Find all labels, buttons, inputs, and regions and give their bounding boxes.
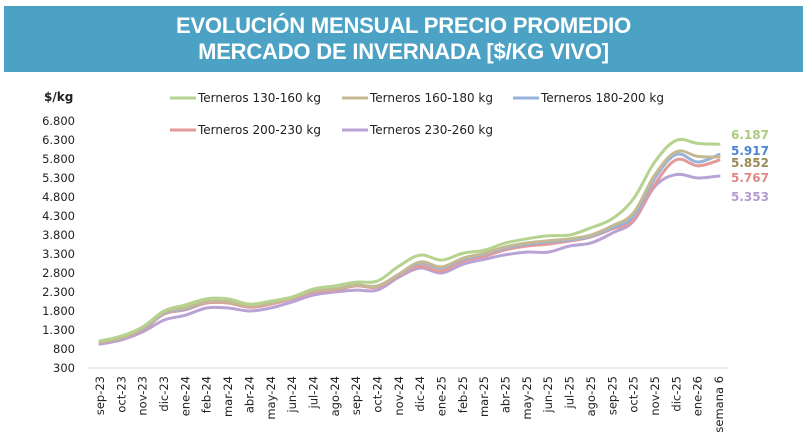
- y-tick-label: 5.300: [42, 171, 75, 185]
- y-tick-label: 5.800: [42, 152, 75, 166]
- x-tick-label: jul-24: [306, 376, 320, 409]
- chart-title-banner: EVOLUCIÓN MENSUAL PRECIO PROMEDIO MERCAD…: [4, 6, 803, 72]
- series-lines: [98, 137, 721, 346]
- legend-label: Terneros 200-230 kg: [197, 123, 321, 137]
- x-tick-label: sep-25: [605, 376, 619, 415]
- y-axis-ticks: 300 800 1.300 1.800 2.300 2.800 3.300 3.800 4.30…: [42, 114, 75, 375]
- x-tick-label: oct-25: [627, 376, 641, 413]
- end-value-label: 5.852: [731, 156, 769, 170]
- x-tick-label: ene-26: [691, 376, 705, 416]
- y-tick-label: 1.800: [42, 304, 75, 318]
- y-tick-label: 800: [53, 342, 75, 356]
- legend-label: Terneros 130-160 kg: [197, 91, 321, 105]
- chart-title-line2: MERCADO DE INVERNADA [$/KG VIVO]: [198, 39, 609, 64]
- x-tick-label: jul-25: [563, 376, 577, 409]
- x-tick-label: ago-24: [328, 376, 342, 416]
- legend: Terneros 130-160 kg Terneros 160-180 kg Te…: [170, 91, 664, 137]
- x-tick-label: nov-25: [648, 376, 662, 416]
- legend-label: Terneros 230-260 kg: [369, 123, 493, 137]
- series-line-130-160: [98, 137, 721, 343]
- y-tick-label: 1.300: [42, 323, 75, 337]
- chart-title-line1: EVOLUCIÓN MENSUAL PRECIO PROMEDIO: [175, 13, 632, 38]
- y-tick-label: 4.800: [42, 190, 75, 204]
- y-tick-label: 2.800: [42, 266, 75, 280]
- x-tick-label: ene-24: [178, 376, 192, 416]
- y-tick-label: 3.800: [42, 228, 75, 242]
- x-tick-label: dic-25: [669, 376, 683, 412]
- x-tick-label: abr-25: [499, 376, 513, 413]
- x-tick-label: jun-24: [285, 376, 299, 414]
- series-line-160-180: [98, 149, 721, 344]
- x-tick-label: sep-24: [349, 376, 363, 415]
- x-tick-label: dic-24: [413, 376, 427, 412]
- legend-label: Terneros 180-200 kg: [540, 91, 664, 105]
- x-tick-label: may-25: [520, 376, 534, 420]
- x-tick-label: ago-25: [584, 376, 598, 416]
- legend-label: Terneros 160-180 kg: [369, 91, 493, 105]
- end-value-label: 5.917: [731, 144, 769, 158]
- x-axis-ticks: sep-23 oct-23 nov-23 dic-23 ene-24 feb-24 mar-…: [93, 376, 726, 433]
- x-tick-label: semana 6: [712, 376, 726, 433]
- y-tick-label: 6.300: [42, 133, 75, 147]
- x-tick-label: sep-23: [93, 376, 107, 415]
- y-tick-label: 6.800: [42, 114, 75, 128]
- x-tick-label: mar-25: [477, 376, 491, 417]
- y-tick-label: 3.300: [42, 247, 75, 261]
- y-axis-unit-label: $/kg: [44, 90, 73, 104]
- end-value-label: 5.353: [731, 190, 769, 204]
- x-tick-label: feb-25: [456, 376, 470, 413]
- y-tick-label: 300: [53, 361, 75, 375]
- end-value-label: 6.187: [731, 128, 769, 142]
- x-tick-label: feb-24: [200, 376, 214, 413]
- y-tick-label: 4.300: [42, 209, 75, 223]
- y-tick-label: 2.300: [42, 285, 75, 299]
- x-tick-label: mar-24: [221, 376, 235, 417]
- x-tick-label: nov-23: [136, 376, 150, 416]
- x-tick-label: jun-25: [541, 376, 555, 414]
- x-tick-label: dic-23: [157, 376, 171, 412]
- x-tick-label: abr-24: [242, 376, 256, 413]
- x-tick-label: oct-23: [114, 376, 128, 413]
- series-line-200-230: [98, 157, 721, 345]
- end-value-label: 5.767: [731, 171, 769, 185]
- x-tick-label: may-24: [264, 376, 278, 420]
- x-tick-label: oct-24: [370, 376, 384, 413]
- x-tick-label: nov-24: [392, 376, 406, 416]
- x-tick-label: ene-25: [435, 376, 449, 416]
